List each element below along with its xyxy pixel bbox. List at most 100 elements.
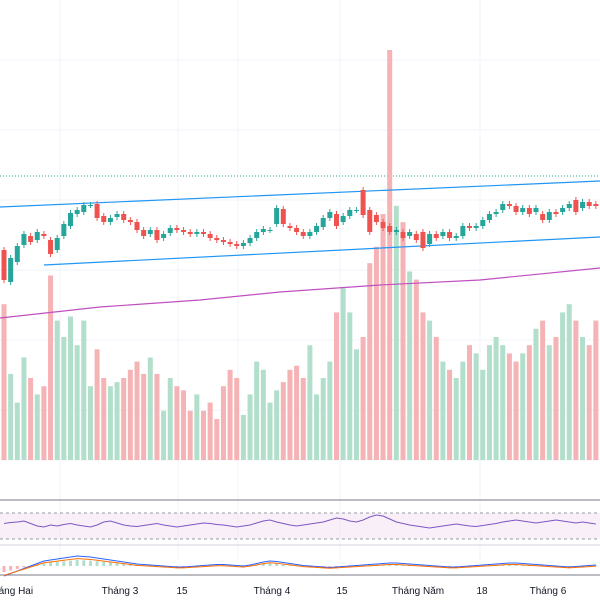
candle-body xyxy=(486,214,492,220)
volume-bar xyxy=(460,361,466,460)
volume-bar xyxy=(586,345,592,460)
candle-body xyxy=(367,210,373,232)
x-tick-label: Tháng Năm xyxy=(392,586,444,597)
volume-bar xyxy=(147,357,153,460)
candle-body xyxy=(407,232,413,236)
volume-bar xyxy=(94,349,100,460)
volume-bar xyxy=(367,263,373,460)
candle-body xyxy=(274,208,280,224)
volume-bar xyxy=(254,361,260,460)
volume-bar xyxy=(307,345,313,460)
candle-body xyxy=(48,240,54,254)
volume-bar xyxy=(433,337,439,460)
macd-line xyxy=(3,555,596,577)
candle-body xyxy=(493,212,499,214)
candle-body xyxy=(181,230,187,232)
x-tick-label: 15 xyxy=(176,586,188,597)
candle-body xyxy=(1,250,7,280)
volume-bar xyxy=(573,320,579,460)
candle-body xyxy=(307,232,313,236)
volume-bar xyxy=(48,275,54,460)
rsi-band xyxy=(0,513,600,539)
macd-histogram-bar xyxy=(567,566,571,567)
candle-body xyxy=(334,214,339,226)
macd-histogram-bar xyxy=(321,566,325,567)
volume-bar xyxy=(54,320,60,460)
indicator-lines xyxy=(0,180,600,319)
volume-bar xyxy=(87,386,93,460)
volume-bar xyxy=(380,214,386,460)
volume-bar xyxy=(566,304,572,460)
candle-body xyxy=(114,214,120,217)
candle-body xyxy=(287,226,293,228)
macd-histogram-bar xyxy=(594,565,598,566)
channel-line xyxy=(0,180,600,208)
candle-body xyxy=(580,202,586,208)
candle-body xyxy=(234,244,240,246)
candle-body xyxy=(74,210,80,214)
moving-average-line xyxy=(0,267,600,319)
candle-body xyxy=(506,204,512,206)
candle-body xyxy=(201,232,206,234)
macd-histogram-bar xyxy=(2,566,6,572)
macd-histogram-bar xyxy=(388,564,392,566)
candle-body xyxy=(14,246,20,262)
volume-bar xyxy=(101,378,107,460)
volume-bar xyxy=(546,345,552,460)
candle-body xyxy=(500,204,506,210)
volume-bar xyxy=(167,378,173,460)
x-tick-label: Tháng Hai xyxy=(0,586,33,597)
candle-body xyxy=(347,210,353,216)
volume-bar xyxy=(141,373,147,460)
volume-bar xyxy=(174,386,180,460)
candle-body xyxy=(187,232,193,234)
volume-bar xyxy=(520,353,526,460)
volume-bar xyxy=(407,271,413,460)
volume-bar xyxy=(21,357,27,460)
x-tick-label: Tháng 4 xyxy=(254,586,291,597)
candle-body xyxy=(240,243,246,246)
macd-histogram-bar xyxy=(268,563,272,566)
candle-body xyxy=(94,204,100,218)
candle-body xyxy=(214,238,220,240)
candle-body xyxy=(480,220,486,226)
candle-body xyxy=(393,230,399,232)
volume-bar xyxy=(526,345,532,460)
volume-bar xyxy=(373,246,379,460)
candle-body xyxy=(161,234,167,238)
volume-bar xyxy=(447,369,453,460)
candle-body xyxy=(460,226,466,236)
chart-grid xyxy=(0,0,600,576)
candle-body xyxy=(207,234,213,238)
candle-body xyxy=(513,206,519,212)
candle-body xyxy=(586,202,592,206)
volume-bar xyxy=(427,320,433,460)
volume-bar xyxy=(260,369,266,460)
volume-bar xyxy=(300,378,306,460)
macd-histogram-bar xyxy=(122,563,126,566)
volume-bar xyxy=(74,345,80,460)
signal-line xyxy=(3,558,596,576)
candle-body xyxy=(413,234,419,240)
candle-body xyxy=(573,200,579,212)
macd-histogram-bar xyxy=(328,566,332,567)
volume-bar xyxy=(500,345,506,460)
candle-body xyxy=(340,216,346,222)
x-tick-label: 15 xyxy=(336,586,348,597)
candle-body xyxy=(314,226,320,232)
volume-bar xyxy=(61,337,67,460)
macd-histogram-bar xyxy=(22,566,26,568)
volume-bar xyxy=(593,320,599,460)
macd-histogram-bar xyxy=(335,566,338,567)
volume-bar xyxy=(267,402,273,460)
volume-bar xyxy=(327,361,333,460)
volume-bar xyxy=(347,312,353,460)
macd-pane xyxy=(2,555,598,577)
volume-bar xyxy=(393,205,399,460)
volume-bar xyxy=(453,378,459,460)
candle-body xyxy=(227,242,233,244)
macd-histogram-bar xyxy=(62,561,66,566)
volume-bar xyxy=(580,337,586,460)
candle-body xyxy=(267,230,273,231)
